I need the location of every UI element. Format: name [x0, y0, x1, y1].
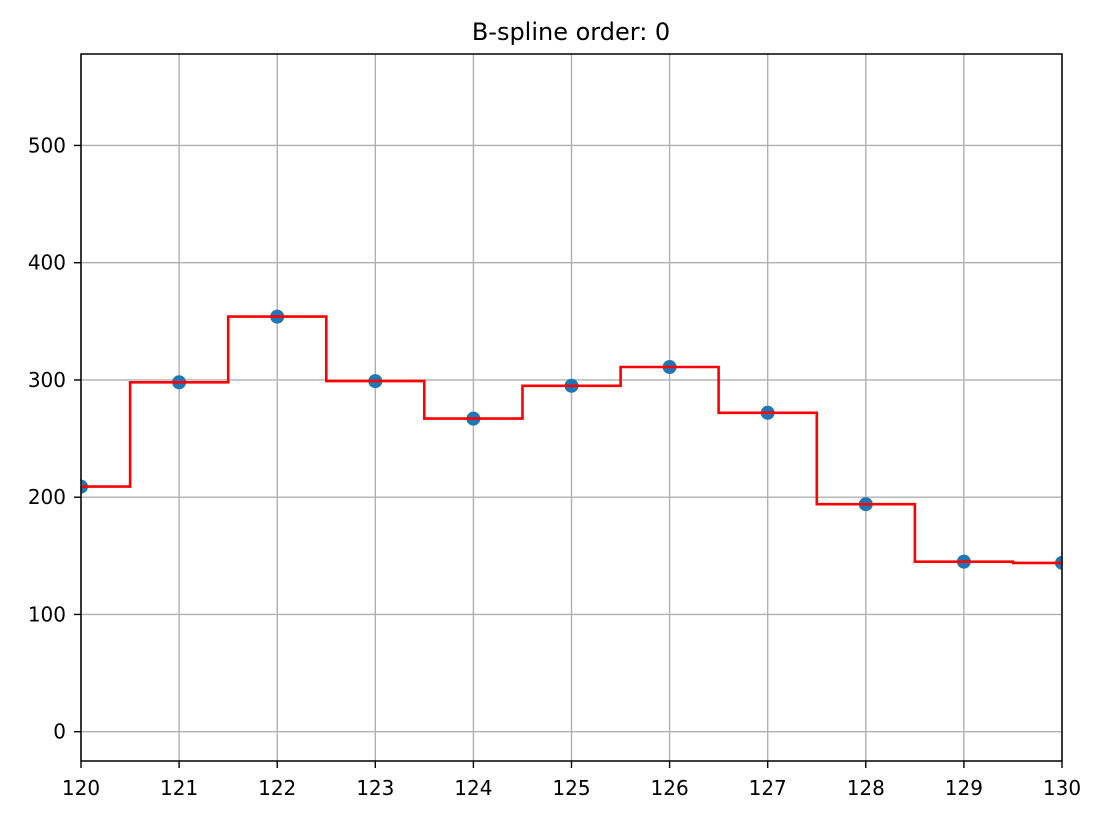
plot-series: [81, 309, 1062, 570]
x-tick-label: 121: [160, 776, 198, 800]
x-tick-label: 122: [258, 776, 296, 800]
x-tick-label: 123: [356, 776, 394, 800]
y-tick-label: 400: [28, 251, 66, 275]
y-tick-label: 300: [28, 368, 66, 392]
y-tick-label: 0: [53, 720, 66, 744]
x-tick-label: 129: [945, 776, 983, 800]
y-tick-label: 500: [28, 133, 66, 157]
chart-title: B-spline order: 0: [472, 18, 670, 46]
x-tick-label: 130: [1043, 776, 1081, 800]
x-tick-label: 120: [62, 776, 100, 800]
x-tick-label: 126: [651, 776, 689, 800]
y-tick-label: 200: [28, 485, 66, 509]
x-tick-label: 125: [552, 776, 590, 800]
y-tick-label: 100: [28, 602, 66, 626]
x-tick-label: 124: [454, 776, 492, 800]
x-tick-label: 127: [749, 776, 787, 800]
grid-lines: [80, 54, 1063, 761]
step-line: [81, 315, 1062, 565]
x-tick-label: 128: [847, 776, 885, 800]
axis-ticks: 120 121 122 123 124 125 126 127 128 129 130 0 100 200…: [28, 133, 1081, 800]
